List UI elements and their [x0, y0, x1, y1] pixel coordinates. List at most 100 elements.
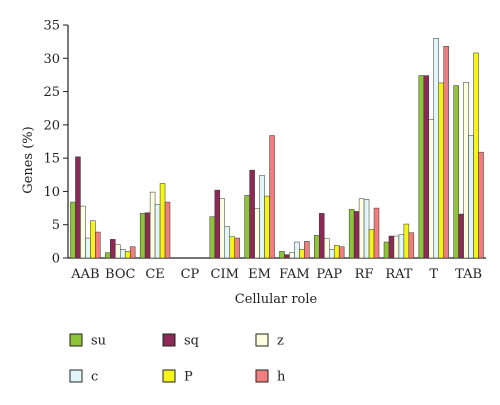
legend-label: z — [277, 334, 284, 349]
y-tick-label: 10 — [43, 185, 60, 200]
legend-swatch — [69, 333, 83, 347]
bar — [284, 254, 290, 259]
x-tick-label: BOC — [105, 267, 135, 282]
bar — [453, 85, 459, 259]
bar — [353, 211, 360, 259]
bar — [110, 239, 116, 259]
x-tick-label: FAM — [279, 267, 310, 282]
bar — [219, 198, 225, 259]
x-tick-label: EM — [248, 267, 271, 282]
bar — [164, 201, 171, 259]
y-tick-label: 0 — [52, 252, 60, 267]
legend-label: P — [184, 370, 193, 385]
bar — [159, 183, 166, 259]
bar — [388, 235, 395, 259]
bar — [259, 175, 265, 259]
bar — [423, 75, 430, 259]
bar — [90, 220, 96, 259]
y-tick-label: 5 — [52, 218, 60, 233]
x-axis-label: Cellular role — [235, 292, 318, 307]
bar — [324, 238, 330, 259]
y-tick-label: 15 — [43, 152, 60, 167]
bar — [383, 241, 390, 259]
bar — [80, 205, 86, 259]
bar — [398, 234, 405, 259]
bar — [105, 252, 111, 259]
bar — [279, 251, 285, 259]
bar — [234, 237, 240, 259]
bars — [70, 38, 484, 259]
bar — [229, 236, 235, 259]
legend-swatch — [255, 333, 269, 347]
bar — [368, 229, 375, 259]
bar — [154, 204, 161, 259]
legend-label: su — [91, 334, 106, 349]
bar — [269, 135, 275, 259]
bar — [478, 151, 484, 259]
x-tick-label: PAP — [316, 267, 342, 282]
bar — [149, 191, 156, 259]
y-tick-label: 20 — [43, 118, 60, 133]
y-axis-label: Genes (%) — [21, 126, 36, 193]
bar — [438, 82, 444, 259]
x-tick-label: CIM — [211, 267, 239, 282]
y-axis: 0 5 10 15 20 25 30 35 — [43, 19, 69, 267]
x-tick-label: RF — [355, 267, 374, 282]
x-tick-label: RAT — [385, 267, 412, 282]
y-tick-label: 30 — [43, 52, 60, 67]
legend-label: c — [91, 370, 98, 385]
bar — [124, 251, 131, 259]
x-tick-label: TAB — [455, 267, 482, 282]
bar — [428, 119, 434, 259]
bar — [458, 213, 464, 259]
legend-swatch — [69, 369, 83, 383]
bar — [329, 249, 335, 259]
x-tick-label: CP — [181, 267, 200, 282]
legend-swatch — [162, 333, 176, 347]
bar — [70, 201, 76, 259]
bar — [299, 249, 305, 259]
legend-swatch — [162, 369, 176, 383]
legend-label: h — [277, 370, 286, 385]
y-tick-label: 35 — [43, 19, 60, 34]
bar — [129, 246, 136, 259]
bar — [403, 223, 410, 259]
bar — [408, 232, 415, 259]
bar — [264, 195, 270, 259]
bar — [443, 46, 449, 259]
bar — [418, 75, 425, 259]
bar — [338, 246, 345, 259]
bar — [95, 231, 101, 259]
bar — [139, 213, 146, 259]
bar — [249, 169, 255, 259]
bar — [209, 216, 216, 259]
bar — [289, 252, 295, 259]
bar — [373, 207, 380, 259]
bar — [433, 38, 439, 259]
bar — [348, 209, 355, 259]
bar — [363, 199, 370, 259]
bar — [254, 208, 260, 259]
y-tick-label: 25 — [43, 85, 60, 100]
bar — [244, 195, 250, 259]
x-tick-label: CE — [145, 267, 164, 282]
bar — [144, 212, 151, 259]
bar — [463, 82, 469, 259]
x-axis: AAB BOC CE CP CIM EM FAM PAP RF RAT T TAB — [68, 257, 486, 282]
bar — [294, 241, 300, 259]
bar — [393, 235, 400, 259]
bar — [358, 198, 365, 259]
x-tick-label: AAB — [70, 267, 99, 282]
x-tick-label: T — [429, 267, 438, 282]
legend-swatch — [255, 369, 269, 383]
bar — [214, 189, 221, 259]
legend-label: sq — [184, 334, 199, 349]
bar — [314, 235, 320, 259]
bar — [120, 249, 126, 259]
bar — [319, 213, 325, 259]
bar — [333, 245, 340, 259]
bar — [473, 52, 479, 259]
